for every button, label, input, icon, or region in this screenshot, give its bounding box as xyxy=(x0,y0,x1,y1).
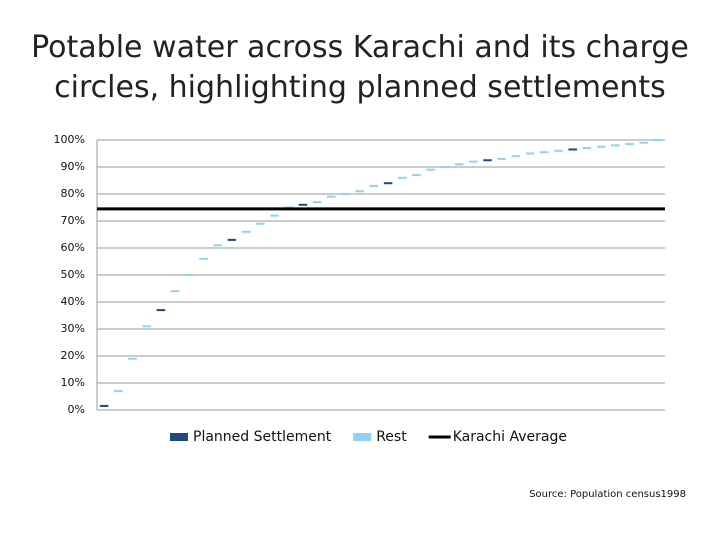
bar xyxy=(454,163,464,166)
bar xyxy=(99,404,109,407)
y-tick-label: 40% xyxy=(61,295,85,308)
bar xyxy=(369,184,379,187)
bar xyxy=(114,390,123,393)
bar xyxy=(128,357,137,360)
bar xyxy=(327,195,336,198)
bar xyxy=(639,141,648,144)
bar xyxy=(241,230,251,233)
bar xyxy=(341,193,350,195)
bar xyxy=(554,149,563,152)
bar xyxy=(156,309,166,312)
bar xyxy=(213,244,222,247)
chart-title: Potable water across Karachi and its cha… xyxy=(31,30,689,105)
bar xyxy=(483,159,492,162)
bar xyxy=(142,325,151,328)
bar xyxy=(256,222,265,225)
bar xyxy=(270,214,279,217)
bar xyxy=(653,139,663,141)
y-tick-label: 20% xyxy=(61,349,85,362)
y-tick-label: 70% xyxy=(61,214,85,227)
legend-label: Planned Settlement xyxy=(193,429,332,445)
y-tick-label: 60% xyxy=(61,241,85,254)
bar xyxy=(540,151,549,154)
bar xyxy=(596,145,606,148)
legend-label: Rest xyxy=(376,429,407,445)
bar xyxy=(511,155,521,158)
bar xyxy=(312,201,322,204)
bar xyxy=(582,147,592,150)
y-tick-label: 30% xyxy=(61,322,85,335)
bar xyxy=(199,257,208,260)
bar xyxy=(355,190,364,193)
y-tick-label: 80% xyxy=(61,187,85,200)
source-note: Source: Population census1998 xyxy=(529,489,686,500)
legend-swatch xyxy=(170,433,188,441)
bar xyxy=(611,144,620,147)
y-tick-label: 90% xyxy=(61,160,85,173)
bar xyxy=(568,148,577,151)
y-tick-label: 0% xyxy=(68,403,85,416)
bar xyxy=(426,168,435,171)
bar xyxy=(185,274,194,276)
bar xyxy=(412,174,421,177)
bar xyxy=(497,157,506,160)
bar xyxy=(469,160,478,163)
bar xyxy=(398,176,407,179)
legend-label: Karachi Average xyxy=(453,429,567,445)
bar xyxy=(227,238,237,241)
bar xyxy=(383,182,393,185)
legend-swatch xyxy=(353,433,372,441)
bar xyxy=(440,166,450,168)
y-tick-label: 100% xyxy=(54,133,85,146)
bar xyxy=(170,290,180,293)
bar xyxy=(525,152,535,155)
bar xyxy=(298,203,308,206)
y-tick-label: 10% xyxy=(61,376,85,389)
y-tick-label: 50% xyxy=(61,268,85,281)
bar xyxy=(625,143,634,146)
